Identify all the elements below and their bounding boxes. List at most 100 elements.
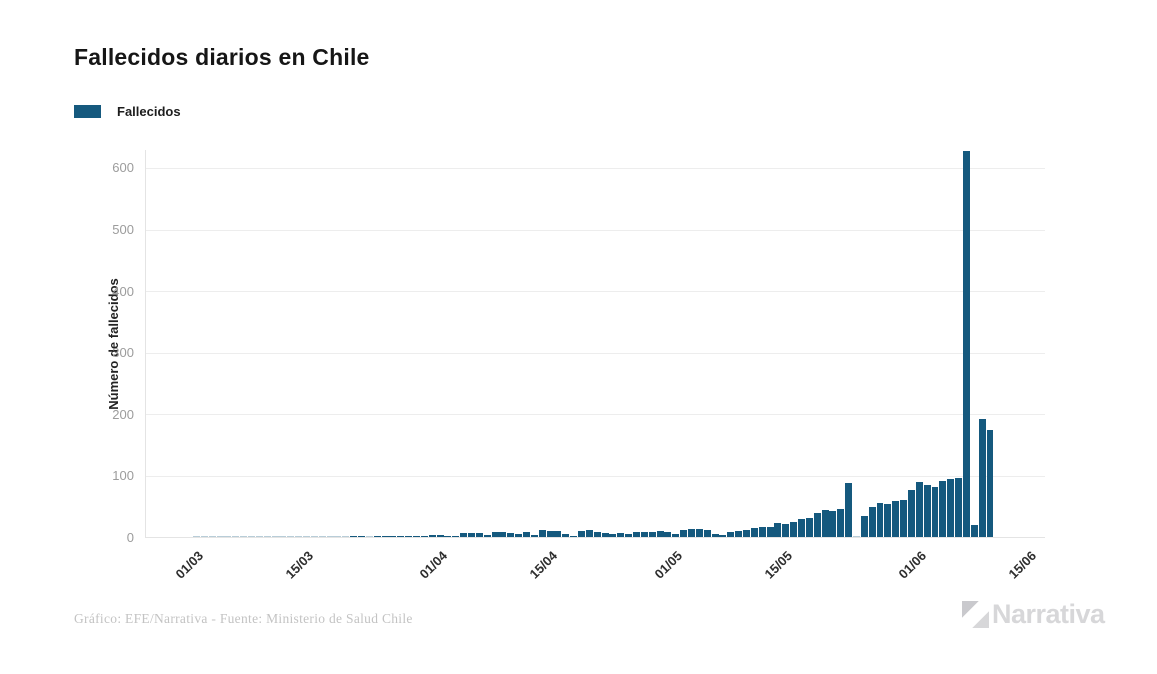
gridline — [146, 167, 1045, 169]
bar — [279, 536, 287, 537]
x-tick-label: 15/06 — [1005, 548, 1039, 582]
bar — [255, 536, 263, 537]
bar — [240, 536, 248, 537]
y-tick-label: 300 — [112, 345, 134, 361]
bar — [829, 511, 837, 537]
bar — [900, 500, 908, 537]
bar — [750, 527, 758, 537]
bar — [860, 516, 868, 537]
bar — [931, 486, 939, 537]
bar — [546, 530, 554, 537]
bar — [915, 482, 923, 537]
bar — [397, 536, 405, 537]
bar — [216, 536, 224, 537]
bar — [475, 532, 483, 537]
x-tick-label: 01/04 — [416, 548, 450, 582]
bar — [562, 533, 570, 537]
legend-label: Fallecidos — [117, 104, 181, 119]
bar — [585, 529, 593, 537]
bar — [986, 430, 994, 537]
narrativa-logo: Narrativa — [962, 599, 1105, 630]
bar — [947, 479, 955, 537]
gridline — [146, 352, 1045, 354]
bar — [798, 519, 805, 537]
bar — [452, 536, 460, 537]
bar — [248, 536, 255, 537]
bar — [805, 517, 813, 537]
bar — [287, 536, 295, 537]
gridline — [146, 291, 1045, 293]
bar — [200, 536, 208, 537]
bar — [405, 535, 413, 537]
x-tick-label: 01/03 — [172, 548, 207, 582]
bar — [711, 533, 719, 537]
page-title: Fallecidos diarios en Chile — [74, 44, 370, 70]
bar — [444, 535, 452, 537]
bar — [978, 418, 986, 537]
bar — [232, 536, 240, 537]
bar — [593, 532, 601, 537]
plot-area: Número de fallecidos 0 100 200 300 400 500 600… — [106, 150, 1045, 582]
bar — [420, 536, 428, 537]
bar — [483, 534, 491, 537]
legend: Fallecidos — [74, 104, 181, 119]
bar — [373, 536, 381, 537]
bar — [578, 530, 585, 537]
bar — [263, 536, 271, 537]
bar — [868, 506, 876, 537]
bar — [358, 536, 365, 537]
bar — [680, 529, 688, 537]
bar — [727, 532, 735, 537]
bar — [436, 535, 444, 537]
bar — [640, 532, 648, 537]
bar — [703, 529, 711, 537]
footer-credit: Gráfico: EFE/Narrativa - Fuente: Ministe… — [74, 611, 413, 626]
legend-swatch-icon — [74, 105, 101, 118]
bar — [813, 512, 821, 537]
bar — [428, 534, 436, 537]
x-tick-label: 01/05 — [651, 548, 686, 582]
bar — [633, 532, 640, 537]
bar — [923, 485, 931, 537]
bar — [389, 536, 397, 537]
bar — [295, 536, 303, 537]
bar — [334, 536, 342, 537]
bar — [625, 533, 633, 537]
bar — [892, 501, 900, 537]
gridline — [146, 414, 1045, 416]
bar — [310, 536, 318, 537]
bar — [845, 482, 853, 537]
bar — [719, 534, 727, 537]
x-tick-label: 01/06 — [895, 548, 929, 582]
bar — [656, 530, 664, 537]
y-tick-label: 200 — [112, 406, 134, 422]
bar — [876, 503, 884, 537]
bar — [963, 150, 970, 537]
bar — [460, 533, 468, 537]
bar — [766, 526, 774, 537]
bar — [758, 526, 766, 537]
bar — [743, 530, 750, 537]
bar — [350, 535, 358, 537]
y-tick-label: 400 — [112, 283, 134, 299]
bar — [554, 530, 562, 537]
bar — [695, 529, 703, 537]
bar — [538, 530, 546, 537]
bar — [318, 536, 326, 537]
bar — [774, 522, 782, 537]
x-tick-label: 15/03 — [282, 548, 317, 582]
gridline — [146, 475, 1045, 477]
bar — [326, 536, 334, 537]
y-tick-label: 500 — [112, 222, 134, 238]
bar — [735, 530, 743, 537]
gridline — [146, 229, 1045, 231]
bar — [515, 533, 523, 537]
x-tick-label: 15/04 — [526, 548, 560, 582]
bar — [507, 533, 515, 537]
bar — [530, 534, 538, 537]
bar — [342, 536, 350, 537]
bar — [672, 533, 680, 537]
bar — [381, 536, 389, 537]
bar — [664, 532, 672, 537]
